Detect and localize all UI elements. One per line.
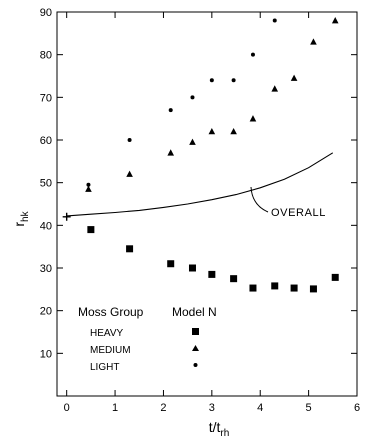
medium-triangle-point — [126, 170, 133, 177]
heavy-square-point — [290, 284, 298, 292]
heavy-square-point — [249, 284, 257, 292]
light-dot-point — [127, 138, 132, 142]
light-dot-point — [168, 108, 173, 113]
y-tick-label: 40 — [40, 220, 52, 232]
legend-light-dot-marker — [193, 363, 198, 367]
medium-triangle-point — [189, 138, 196, 145]
y-tick-label: 20 — [40, 306, 52, 318]
overall-label: OVERALL — [271, 207, 326, 219]
medium-triangle-point — [85, 185, 92, 192]
medium-triangle-point — [331, 17, 339, 24]
medium-triangle-point — [249, 115, 257, 122]
x-tick-label: 3 — [209, 402, 215, 414]
plot-frame — [56, 11, 358, 397]
medium-triangle-point — [290, 74, 298, 81]
overall-start-plus-marker — [62, 212, 71, 221]
x-tick-label: 1 — [112, 402, 118, 414]
legend-medium-label: MEDIUM — [90, 345, 131, 356]
legend-model-header: Model N — [172, 305, 217, 319]
x-tick-label: 6 — [354, 402, 360, 414]
overall-curve-layer — [66, 152, 334, 217]
heavy-square-point — [188, 264, 196, 272]
y-tick-label: 60 — [40, 135, 52, 147]
heavy-square-point — [87, 226, 95, 234]
y-tick-label: 50 — [40, 178, 52, 190]
x-tick-label: 4 — [257, 402, 263, 414]
y-tick-label: 80 — [40, 50, 52, 62]
heavy-square-point — [309, 285, 317, 293]
heavy-square-point — [271, 282, 279, 290]
medium-triangle-point — [271, 85, 279, 92]
overall-curve — [66, 152, 334, 217]
heavy-square-point — [208, 270, 216, 278]
medium-triangle-point — [167, 149, 175, 156]
medium-triangle-point — [310, 38, 317, 45]
y-tick-label: 90 — [40, 7, 52, 19]
heavy-square-point — [331, 273, 339, 281]
medium-triangle-point — [230, 127, 237, 135]
x-tick-label: 0 — [64, 402, 70, 414]
heavy-square-point — [167, 260, 175, 268]
heavy-square-point — [230, 275, 238, 283]
legend-medium-triangle-marker — [192, 345, 199, 351]
x-axis-label: t/trh — [209, 419, 230, 439]
legend-light-label: LIGHT — [90, 362, 119, 373]
light-dot-point — [209, 78, 214, 83]
medium-triangle-point — [208, 127, 216, 135]
axis-ticks: 0 1 2 3 4 5 6 10 20 30 40 50 60 70 80 90 — [40, 7, 360, 414]
light-dot-point — [231, 78, 236, 83]
legend-heavy-label: HEAVY — [90, 328, 123, 339]
y-tick-label: 10 — [40, 348, 52, 360]
y-axis-label: rhk — [11, 210, 31, 226]
x-tick-label: 2 — [160, 402, 166, 414]
light-dot-point — [272, 18, 277, 23]
light-dot-point — [190, 95, 195, 100]
overall-leader-line — [250, 186, 269, 213]
light-dot-point — [86, 182, 91, 187]
y-tick-label: 30 — [40, 263, 52, 275]
legend: Moss Group Model N HEAVY MEDIUM LIGHT — [78, 305, 217, 373]
plot-border — [56, 11, 358, 397]
legend-heavy-square-marker — [192, 328, 199, 335]
x-tick-label: 5 — [306, 402, 312, 414]
data-points — [62, 17, 339, 293]
heavy-square-point — [126, 245, 134, 253]
y-tick-label: 70 — [40, 92, 52, 104]
legend-group-header: Moss Group — [78, 305, 144, 319]
light-dot-point — [250, 52, 255, 57]
